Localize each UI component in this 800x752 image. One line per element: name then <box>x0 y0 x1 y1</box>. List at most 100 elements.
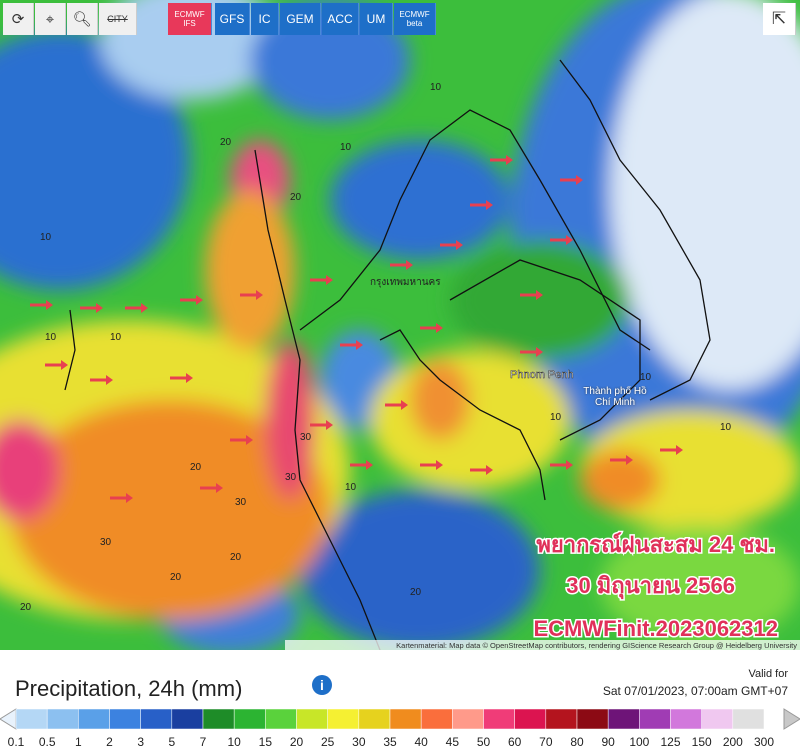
scale-cell <box>15 708 48 730</box>
wind-arrow-head <box>256 290 263 300</box>
place-label: กรุงเทพมหานคร <box>370 277 441 288</box>
share-button[interactable]: ⇱ <box>763 3 796 35</box>
wind-arrow-head <box>61 360 68 370</box>
attribution: Kartenmaterial: Map data © OpenStreetMap… <box>396 641 797 650</box>
scale-label: 60 <box>508 735 522 749</box>
scale-label: 45 <box>446 735 460 749</box>
info-button[interactable]: i <box>312 675 332 695</box>
overlay-date: 30 มิถุนายน 2566 <box>566 573 735 600</box>
wind-arrow-head <box>436 323 443 333</box>
contour-label: 10 <box>110 332 122 343</box>
scale-label: 2 <box>106 735 113 749</box>
model-button[interactable]: ACC <box>322 3 359 35</box>
scale-cell <box>545 708 578 730</box>
location-button[interactable]: ⌖ <box>35 3 66 35</box>
model-button[interactable]: UM <box>360 3 393 35</box>
contour-label: 30 <box>285 472 297 483</box>
contour-label: 30 <box>300 432 312 443</box>
scale-label: 80 <box>570 735 584 749</box>
wind-arrow-head <box>576 175 583 185</box>
model-button[interactable]: GFS <box>215 3 250 35</box>
wind-arrow-head <box>486 200 493 210</box>
wind-arrow-head <box>536 347 543 357</box>
scale-cell <box>670 708 702 730</box>
wind-arrow-head <box>246 435 253 445</box>
contour-label: 10 <box>640 372 652 383</box>
color-scale: 0.1 0.5 1 2 3 5 7 10 15 20 25 30 35 40 45 50 60 70 80 90 100… <box>0 708 800 749</box>
overlay: พยากรณ์ฝนสะสม 24 ชม. 30 มิถุนายน 2566 EC… <box>532 531 780 643</box>
scale-label: 7 <box>200 735 207 749</box>
contour-label: 30 <box>100 537 112 548</box>
wind-arrows <box>30 155 683 503</box>
contour-label: 10 <box>345 482 357 493</box>
scale-cell <box>607 708 640 730</box>
model-button[interactable]: GEM <box>280 3 321 35</box>
wind-arrow-head <box>676 445 683 455</box>
wind-arrow-head <box>326 420 333 430</box>
wind-arrow-head <box>506 155 513 165</box>
scale-label: 0.5 <box>39 735 56 749</box>
wind-arrow-head <box>216 483 223 493</box>
valid-time: Sat 07/01/2023, 07:00am GMT+07 <box>602 684 788 698</box>
scale-label: 15 <box>259 735 273 749</box>
contour-label: 30 <box>235 497 247 508</box>
contour-label: 10 <box>550 412 562 423</box>
map: 10 10 10 20 20 10 10 30 20 20 30 30 20 10 10 30 20 10 10 20… <box>0 0 800 650</box>
place-label: Thành phố Hồ Chí Minh <box>583 386 647 408</box>
place-label: Phnom Penh <box>510 369 574 381</box>
scale-cell <box>639 708 671 730</box>
scale-cell <box>732 708 765 730</box>
wind-arrow-head <box>566 460 573 470</box>
scale-label: 70 <box>539 735 553 749</box>
wind-arrow-head <box>186 373 193 383</box>
contour-label: 20 <box>230 552 242 563</box>
contour-label: 20 <box>190 462 202 473</box>
model-button[interactable]: IC <box>251 3 279 35</box>
attribution-bg <box>285 640 800 650</box>
scale-cell <box>452 708 484 730</box>
place-label-box: Thành phố Hồ Chí Minh <box>583 386 647 408</box>
wind-arrow-head <box>436 460 443 470</box>
reload-button[interactable]: ⟳ <box>3 3 34 35</box>
wind-arrow-head <box>46 300 53 310</box>
wind-arrow-head <box>486 465 493 475</box>
scale-cell <box>140 708 173 730</box>
model-button[interactable]: ECMWF IFS <box>168 3 212 35</box>
overlay-run: ECMWFinit.2023062312 <box>533 616 778 641</box>
scale-label: 125 <box>660 735 680 749</box>
wind-arrow-head <box>141 303 148 313</box>
scale-cell <box>46 708 79 730</box>
scale-label: 10 <box>227 735 241 749</box>
scale-label: 5 <box>168 735 175 749</box>
scale-cell <box>389 708 422 730</box>
legend: Precipitation, 24h (mm) i Valid for Sat … <box>0 650 800 751</box>
scale-cell <box>358 708 391 730</box>
scale-label: 150 <box>692 735 712 749</box>
scale-label: 200 <box>723 735 743 749</box>
wind-arrow-head <box>326 275 333 285</box>
scale-cell <box>265 708 297 730</box>
scale-label: 30 <box>352 735 366 749</box>
precip-field <box>0 0 800 650</box>
wind-arrow-head <box>366 460 373 470</box>
contour-label: 10 <box>430 82 442 93</box>
scale-label: 3 <box>137 735 144 749</box>
scale-arrow-high <box>783 708 800 730</box>
scale-label: 20 <box>290 735 304 749</box>
zoom-button[interactable]: 🔍︎ <box>67 3 98 35</box>
scale-label: 0.1 <box>8 735 25 749</box>
scale-cell <box>233 708 266 730</box>
wind-arrow-head <box>356 340 363 350</box>
scale-label: 35 <box>383 735 397 749</box>
contour-label: 20 <box>290 192 302 203</box>
scale-cell <box>78 708 110 730</box>
scale-cell <box>296 708 328 730</box>
scale-cell <box>109 708 141 730</box>
scale-label: 300 <box>754 735 774 749</box>
scale-cell <box>327 708 360 730</box>
city-toggle[interactable]: CITY <box>99 3 137 35</box>
model-button[interactable]: ECMWF beta <box>394 3 436 35</box>
scale-cell <box>576 708 609 730</box>
scale-label: 50 <box>477 735 491 749</box>
